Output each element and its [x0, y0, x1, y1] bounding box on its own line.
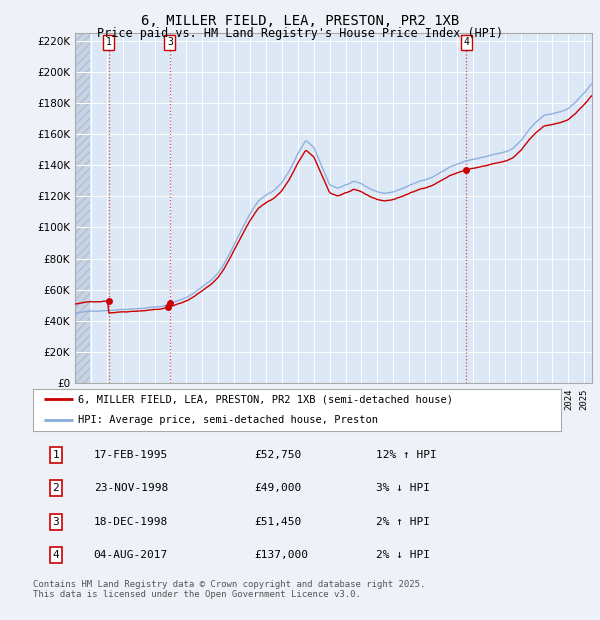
Text: 17-FEB-1995: 17-FEB-1995 [94, 450, 168, 460]
Text: Price paid vs. HM Land Registry's House Price Index (HPI): Price paid vs. HM Land Registry's House … [97, 27, 503, 40]
Text: 2% ↑ HPI: 2% ↑ HPI [376, 516, 430, 527]
Text: 4: 4 [52, 550, 59, 560]
Text: 2: 2 [52, 483, 59, 494]
Text: 3: 3 [167, 37, 173, 47]
Text: 23-NOV-1998: 23-NOV-1998 [94, 483, 168, 494]
Bar [75, 33, 89, 383]
Text: £51,450: £51,450 [255, 516, 302, 527]
Text: 6, MILLER FIELD, LEA, PRESTON, PR2 1XB: 6, MILLER FIELD, LEA, PRESTON, PR2 1XB [141, 14, 459, 28]
Text: 12% ↑ HPI: 12% ↑ HPI [376, 450, 437, 460]
Text: 4: 4 [463, 37, 469, 47]
Text: £52,750: £52,750 [255, 450, 302, 460]
Text: 3% ↓ HPI: 3% ↓ HPI [376, 483, 430, 494]
Text: £137,000: £137,000 [255, 550, 309, 560]
Text: 2% ↓ HPI: 2% ↓ HPI [376, 550, 430, 560]
Text: Contains HM Land Registry data © Crown copyright and database right 2025.
This d: Contains HM Land Registry data © Crown c… [33, 580, 425, 599]
Text: 6, MILLER FIELD, LEA, PRESTON, PR2 1XB (semi-detached house): 6, MILLER FIELD, LEA, PRESTON, PR2 1XB (… [78, 394, 453, 404]
Text: 1: 1 [106, 37, 112, 47]
Text: 3: 3 [52, 516, 59, 527]
Text: HPI: Average price, semi-detached house, Preston: HPI: Average price, semi-detached house,… [78, 415, 378, 425]
Text: £49,000: £49,000 [255, 483, 302, 494]
Text: 04-AUG-2017: 04-AUG-2017 [94, 550, 168, 560]
Text: 18-DEC-1998: 18-DEC-1998 [94, 516, 168, 527]
Text: 1: 1 [52, 450, 59, 460]
